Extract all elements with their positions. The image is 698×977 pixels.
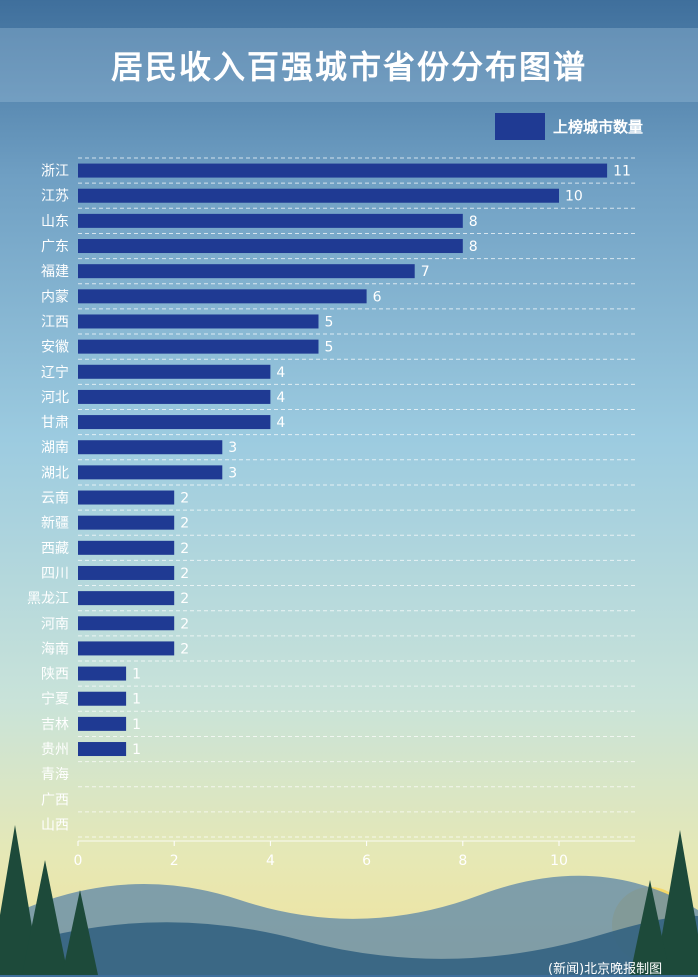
bar-value-label: 2 xyxy=(180,491,189,507)
bar-value-label: 8 xyxy=(469,214,478,230)
bar xyxy=(78,314,319,329)
bar-value-label: 1 xyxy=(132,692,141,708)
category-label: 陕西 xyxy=(41,667,69,683)
bar-value-label: 2 xyxy=(180,641,189,657)
bar-value-label: 4 xyxy=(276,390,285,406)
bar-value-label: 4 xyxy=(276,415,285,431)
bar xyxy=(78,163,608,178)
category-label: 四川 xyxy=(41,566,69,582)
bar xyxy=(78,239,463,254)
category-label: 甘肃 xyxy=(41,415,69,431)
x-tick-label: 8 xyxy=(458,853,467,869)
bar-value-label: 10 xyxy=(565,189,583,205)
bar xyxy=(78,716,127,731)
bar-value-label: 6 xyxy=(373,289,382,305)
bar xyxy=(78,289,367,304)
bar xyxy=(78,364,271,379)
bar xyxy=(78,591,175,606)
category-label: 黑龙江 xyxy=(27,591,69,607)
category-label: 河南 xyxy=(41,616,69,632)
category-label: 广东 xyxy=(41,239,69,255)
title-band: 居民收入百强城市省份分布图谱 xyxy=(0,28,698,102)
bar xyxy=(78,540,175,555)
bar-value-label: 1 xyxy=(132,667,141,683)
bar-value-label: 3 xyxy=(228,465,237,481)
legend-swatch xyxy=(495,113,545,140)
bar-value-label: 5 xyxy=(325,314,334,330)
bar xyxy=(78,188,559,203)
bar xyxy=(78,440,223,455)
bar xyxy=(78,415,271,430)
bar xyxy=(78,515,175,530)
category-label: 福建 xyxy=(41,264,69,280)
bar-value-label: 11 xyxy=(613,164,631,180)
bar xyxy=(78,565,175,580)
bar-value-label: 2 xyxy=(180,616,189,632)
category-label: 海南 xyxy=(41,641,69,657)
x-tick-label: 4 xyxy=(266,853,275,869)
bar xyxy=(78,666,127,681)
bar xyxy=(78,339,319,354)
category-label: 山东 xyxy=(41,214,69,230)
category-label: 江苏 xyxy=(41,189,69,205)
bar-value-label: 1 xyxy=(132,717,141,733)
pine-trees xyxy=(0,825,698,975)
bar xyxy=(78,264,415,279)
category-label: 内蒙 xyxy=(41,289,69,305)
category-label: 西藏 xyxy=(41,541,69,557)
bar xyxy=(78,616,175,631)
category-label: 宁夏 xyxy=(41,691,69,708)
category-label: 云南 xyxy=(41,491,69,507)
bar-value-label: 3 xyxy=(228,440,237,456)
category-label: 新疆 xyxy=(41,516,69,532)
category-label: 安徽 xyxy=(41,340,69,356)
bar xyxy=(78,213,463,228)
category-label: 湖南 xyxy=(41,440,69,456)
bar-value-label: 5 xyxy=(325,340,334,356)
category-label: 吉林 xyxy=(41,717,69,733)
x-tick-label: 0 xyxy=(74,853,83,869)
bar-value-label: 7 xyxy=(421,264,430,280)
bar xyxy=(78,641,175,656)
category-label: 湖北 xyxy=(41,465,69,481)
bar-value-label: 1 xyxy=(132,742,141,758)
x-tick-label: 6 xyxy=(362,853,371,869)
near-mountain-shape xyxy=(0,915,698,975)
bar xyxy=(78,490,175,505)
chart-legend: 上榜城市数量 xyxy=(495,113,643,140)
legend-label: 上榜城市数量 xyxy=(553,118,644,136)
bar-value-label: 8 xyxy=(469,239,478,255)
category-label: 广西 xyxy=(41,792,69,808)
category-label: 青海 xyxy=(41,767,69,783)
x-tick-label: 2 xyxy=(170,853,179,869)
category-label: 辽宁 xyxy=(41,364,69,381)
x-tick-label: 10 xyxy=(550,853,568,869)
footer-credit: (新闻)北京晚报制图 xyxy=(548,962,663,977)
bar-value-label: 4 xyxy=(276,365,285,381)
mountain-scenery xyxy=(0,825,698,975)
bar xyxy=(78,691,127,706)
category-label: 江西 xyxy=(41,314,69,330)
bar-value-label: 2 xyxy=(180,591,189,607)
category-label: 浙江 xyxy=(41,164,69,180)
bar-value-label: 2 xyxy=(180,541,189,557)
bar-value-label: 2 xyxy=(180,566,189,582)
category-label: 贵州 xyxy=(41,742,69,758)
bar xyxy=(78,389,271,404)
bar xyxy=(78,465,223,480)
bar xyxy=(78,742,127,757)
page-title: 居民收入百强城市省份分布图谱 xyxy=(110,48,587,86)
category-label: 山西 xyxy=(41,817,69,833)
category-label: 河北 xyxy=(41,390,69,406)
bar-value-label: 2 xyxy=(180,516,189,532)
